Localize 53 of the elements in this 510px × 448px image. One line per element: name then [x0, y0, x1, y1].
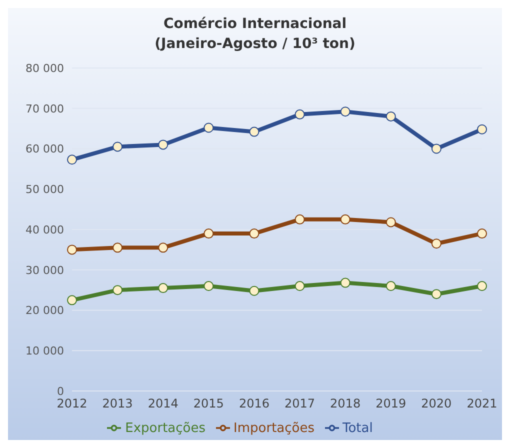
point: [477, 281, 487, 292]
point: [204, 281, 214, 292]
y-tick-label: 20 000: [26, 304, 64, 318]
point: [477, 228, 487, 239]
point: [340, 214, 350, 224]
y-tick-label: 80 000: [26, 62, 64, 75]
point: [477, 124, 487, 134]
y-tick-label: 40 000: [26, 223, 64, 236]
point: [112, 242, 123, 253]
point: [431, 289, 442, 300]
x-tick-label: 2013: [102, 396, 133, 411]
x-tick-label: 2014: [148, 396, 178, 411]
point: [67, 154, 77, 165]
point: [386, 217, 396, 228]
x-tick-label: 2016: [238, 396, 270, 411]
point: [158, 283, 168, 294]
chart-title: Comércio Internacional (Janeiro-Agosto / 10³ ton): [154, 15, 356, 54]
point: [294, 109, 305, 120]
x-tick-label: 2020: [421, 396, 452, 411]
y-tick-label: 10 000: [26, 344, 64, 358]
point: [204, 228, 214, 239]
legend-label: Total: [342, 421, 373, 436]
point: [249, 126, 260, 137]
x-tick-label: 2012: [56, 396, 88, 411]
point: [294, 281, 305, 292]
point: [340, 278, 350, 288]
legend-label: Exportações: [125, 421, 206, 436]
point: [67, 244, 77, 255]
point: [112, 142, 123, 152]
x-tick-label: 2018: [330, 396, 361, 411]
point: [386, 111, 396, 122]
legend-label: Importações: [234, 421, 314, 436]
point: [204, 122, 214, 133]
point: [158, 242, 168, 253]
point: [294, 214, 305, 224]
x-tick-label: 2017: [284, 396, 316, 411]
point: [431, 144, 442, 154]
y-tick-label: 60 000: [26, 142, 64, 156]
y-tick-label: 30 000: [26, 264, 64, 277]
point: [431, 238, 442, 249]
y-tick-label: 70 000: [26, 102, 64, 116]
point: [386, 281, 396, 292]
y-tick-label: 50 000: [26, 183, 64, 196]
point: [112, 285, 123, 296]
point: [249, 286, 260, 296]
point: [249, 228, 260, 239]
x-tick-label: 2019: [376, 396, 406, 411]
point: [340, 106, 350, 117]
point: [158, 140, 168, 150]
point: [67, 295, 77, 306]
x-tick-label: 2021: [466, 396, 498, 411]
y-tick-label: 0: [57, 384, 64, 398]
x-tick-label: 2015: [193, 396, 224, 411]
